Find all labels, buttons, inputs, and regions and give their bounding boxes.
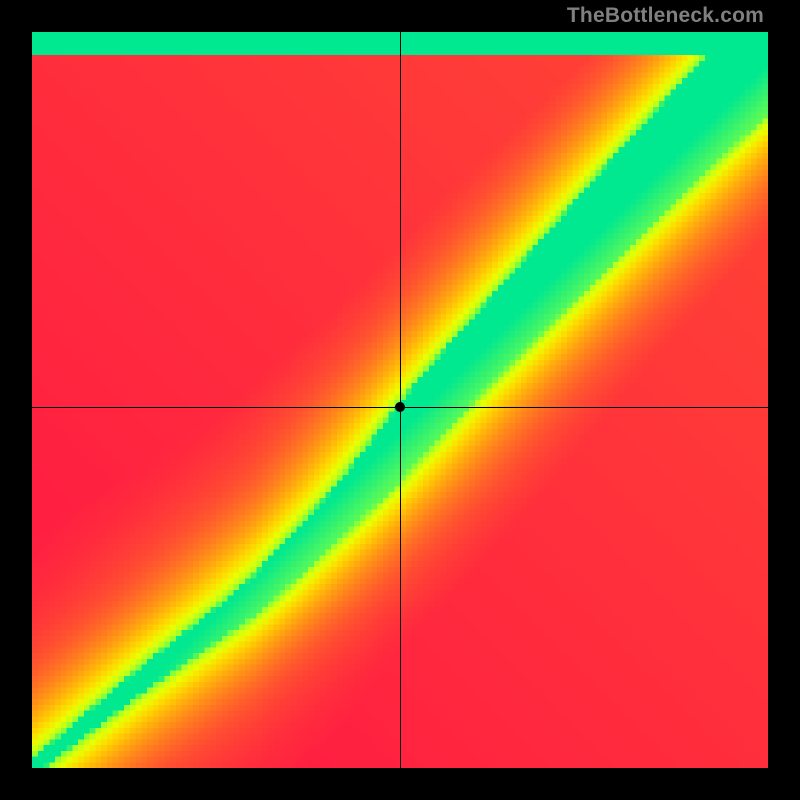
watermark-text: TheBottleneck.com xyxy=(567,4,764,28)
crosshair-vertical xyxy=(400,32,401,768)
